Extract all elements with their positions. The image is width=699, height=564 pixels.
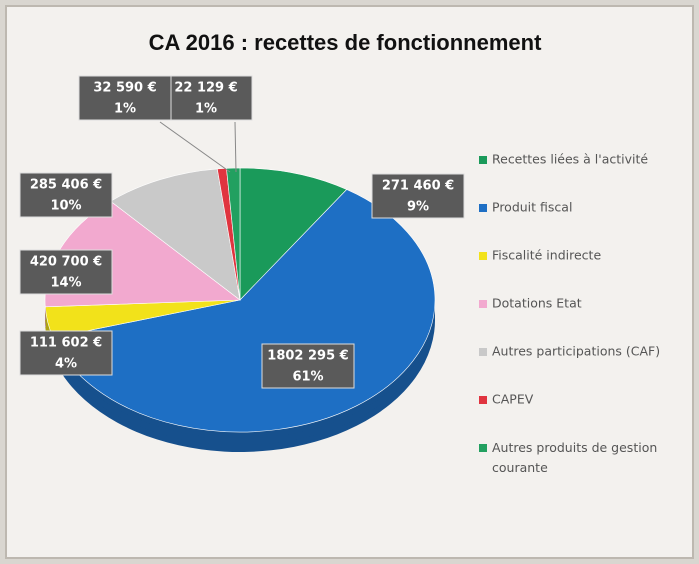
chart-title: CA 2016 : recettes de fonctionnement (149, 30, 543, 55)
legend-swatch (479, 156, 487, 164)
percent-label: 14% (50, 276, 81, 291)
legend-label: Recettes liées à l'activité (492, 152, 648, 167)
value-label: 32 590 € (93, 81, 156, 96)
label-box (78, 75, 172, 121)
label-box (261, 343, 355, 389)
legend-swatch (479, 348, 487, 356)
legend-label: Produit fiscal (492, 200, 572, 215)
legend-swatch (479, 396, 487, 404)
slice (226, 167, 241, 301)
percent-label: 4% (55, 357, 77, 372)
value-label: 271 460 € (382, 179, 454, 194)
percent-label: 1% (195, 102, 217, 117)
legend-swatch (479, 252, 487, 260)
leader-line (234, 121, 237, 173)
legend-swatch (479, 204, 487, 212)
leader-line (159, 121, 231, 173)
percent-label: 9% (407, 200, 429, 215)
legend-label: Dotations Etat (492, 296, 582, 311)
label-box (19, 172, 113, 218)
value-label: 1802 295 € (267, 349, 348, 364)
legend-swatch (479, 300, 487, 308)
legend-label: CAPEV (492, 392, 534, 407)
legend-label: Autres participations (CAF) (492, 344, 660, 359)
label-box (159, 75, 253, 121)
legend-label: Fiscalité indirecte (492, 248, 601, 263)
legend-swatch (479, 444, 487, 452)
slice (110, 168, 241, 301)
value-label: 111 602 € (30, 336, 102, 351)
value-label: 420 700 € (30, 255, 102, 270)
percent-label: 61% (292, 370, 323, 385)
label-box (19, 249, 113, 295)
label-box (19, 330, 113, 376)
percent-label: 10% (50, 199, 81, 214)
value-label: 22 129 € (174, 81, 237, 96)
slice (239, 167, 348, 301)
label-box (371, 173, 465, 219)
legend-label: Autres produits de gestion courante (492, 440, 657, 475)
percent-label: 1% (114, 102, 136, 117)
value-label: 285 406 € (30, 178, 102, 193)
